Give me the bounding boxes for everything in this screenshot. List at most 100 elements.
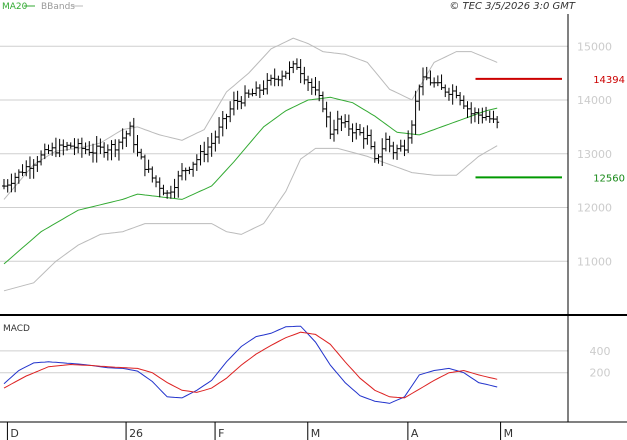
support-level-label: 12560 [593,173,625,184]
ohlc-bar [428,70,433,86]
ohlc-bar [484,106,489,121]
ohlc-bar [165,190,170,199]
ohlc-bar [150,166,155,183]
resistance-level-label: 14394 [593,75,625,86]
macd-y-tick-label: 400 [590,345,611,358]
bollinger-bands [3,37,498,292]
ohlc-bar [98,138,103,155]
ohlc-bar [343,114,348,128]
ohlc-bar [450,84,455,105]
ohlc-bar [265,73,270,95]
ohlc-bar [268,74,273,86]
ohlc-bar [120,128,125,150]
ohlc-bar [272,68,277,87]
ohlc-bar [228,101,233,123]
ohlc-bar [57,138,62,158]
ohlc-bar [372,141,377,163]
ohlc-bar [157,177,162,198]
ohlc-bar [376,154,381,164]
ohlc-bar [68,142,73,149]
ohlc-bar [439,74,444,90]
ohlc-bar [61,139,66,156]
ohlc-bar [16,169,21,184]
ohlc-bar [239,96,244,110]
ohlc-bar [183,167,188,181]
ohlc-bar [172,178,177,199]
bollinger-upper-band [3,37,498,200]
ohlc-bar [409,120,414,144]
ohlc-bar [250,88,255,97]
ohlc-bar [161,184,166,196]
ohlc-bar [35,156,40,172]
bollinger-lower-band [3,145,498,292]
macd-title: MACD [3,324,30,334]
ohlc-bar [24,160,29,177]
ohlc-bar [491,110,496,123]
ohlc-bar [94,136,99,163]
x-tick-label: F [218,427,224,440]
ohlc-bar [13,172,18,193]
ohlc-bar [328,111,333,140]
ohlc-bar [220,111,225,137]
ohlc-bar [294,58,299,70]
ohlc-bar [187,166,192,175]
ohlc-bar [391,141,396,160]
x-tick-label: 26 [129,427,143,440]
ohlc-bar [2,179,6,190]
legend-ma20: MA20 [2,2,28,12]
ma20-line [3,96,498,265]
ohlc-bar [313,76,318,96]
ohlc-bar [443,84,448,98]
ohlc-bar [280,70,285,87]
ohlc-bar [361,127,366,149]
ohlc-bar [209,132,214,157]
ohlc-bar [20,164,25,177]
ohlc-bar [357,124,362,136]
ma20-line-group [3,96,498,265]
ohlc-bar [131,117,136,153]
ohlc-bar [406,130,411,153]
x-tick-label: D [10,427,18,440]
ohlc-bar [27,156,32,179]
ohlc-bar [324,101,329,128]
ohlc-bar [454,85,459,99]
ohlc-bar [179,163,184,181]
ohlc-bar [458,92,463,106]
ohlc-bar [413,90,418,135]
ohlc-bar [257,84,262,99]
ohlc-bar [90,143,95,163]
ohlc-bar [102,142,107,158]
panel-frames [0,14,627,423]
ohlc-bar [354,122,359,140]
ohlc-bar [424,66,429,81]
price-y-tick-label: 12000 [577,202,612,215]
ohlc-bar [105,144,110,161]
macd-y-ticks: 400 200 [590,345,611,380]
ohlc-bar [302,66,307,85]
ohlc-bar [154,175,159,188]
ohlc-bar [435,75,440,87]
ohlc-bar [476,108,481,124]
ohlc-bar [276,75,281,87]
ohlc-bar [320,91,325,113]
ohlc-bar [472,107,477,123]
ohlc-bar [205,137,210,163]
ohlc-bar [332,119,337,142]
ohlc-bar [194,154,199,171]
ohlc-bar [317,80,322,102]
ohlc-bar [383,132,388,152]
ohlc-bar [176,170,181,198]
ohlc-bar [480,107,485,124]
ohlc-bar [79,137,84,158]
ohlc-bar [142,154,147,177]
ohlc-bar [246,89,251,98]
ohlc-bar [461,95,466,110]
ohlc-bar [306,75,311,91]
ohlc-bar [65,141,70,151]
x-axis: D 26 F M A M [6,422,513,440]
macd-signal-line [3,331,498,399]
ohlc-bar [46,144,51,155]
ohlc-bar [495,116,500,129]
ohlc-bar [283,70,288,79]
